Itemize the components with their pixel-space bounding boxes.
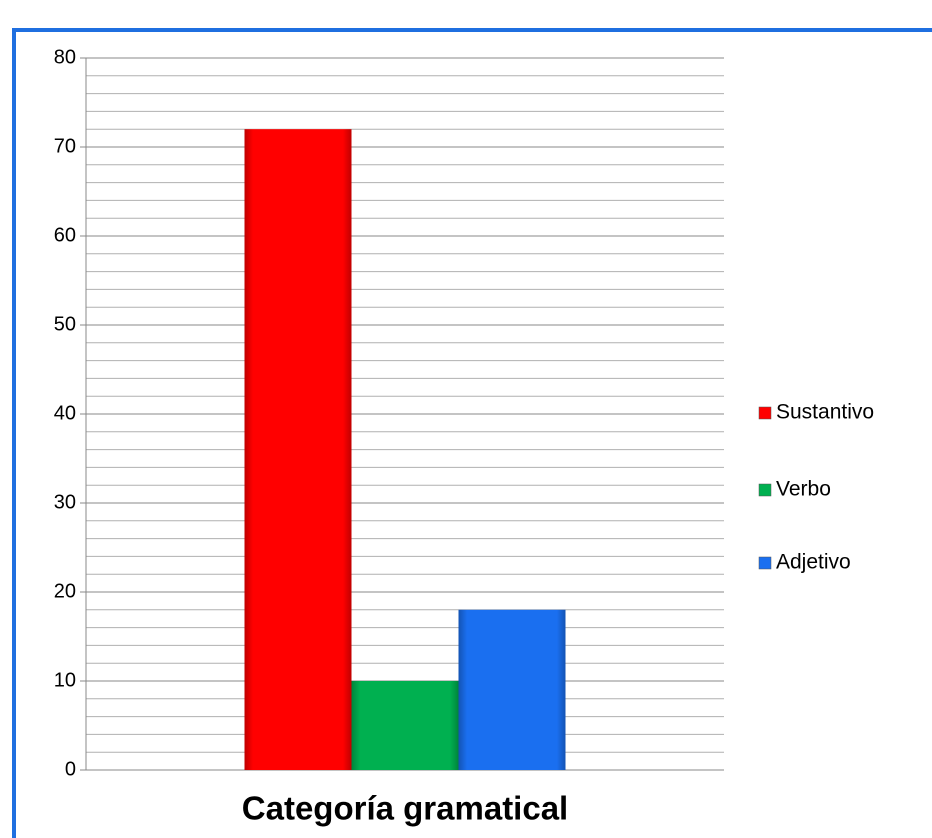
bar xyxy=(458,609,566,770)
bar xyxy=(351,681,459,770)
y-tick-label: 40 xyxy=(54,402,76,424)
y-tick-label: 10 xyxy=(54,669,76,691)
bar-shade xyxy=(351,681,459,770)
bar-shade xyxy=(244,129,352,770)
y-tick-label: 60 xyxy=(54,224,76,246)
legend-marker xyxy=(758,483,772,497)
y-tick-label: 20 xyxy=(54,580,76,602)
legend-label: Adjetivo xyxy=(776,551,851,574)
y-tick-label: 0 xyxy=(65,758,76,780)
y-tick-label: 50 xyxy=(54,313,76,335)
legend-label: Sustantivo xyxy=(776,401,874,424)
y-tick-label: 70 xyxy=(54,135,76,157)
bar-shade xyxy=(458,609,566,770)
frame xyxy=(12,28,932,838)
x-tick-label: Categoría gramatical xyxy=(242,790,568,827)
y-tick-label: 30 xyxy=(54,491,76,513)
legend-marker xyxy=(758,556,772,570)
legend-marker xyxy=(758,406,772,420)
y-tick-label: 80 xyxy=(54,46,76,68)
bar xyxy=(244,129,352,770)
legend-label: Verbo xyxy=(776,478,831,501)
